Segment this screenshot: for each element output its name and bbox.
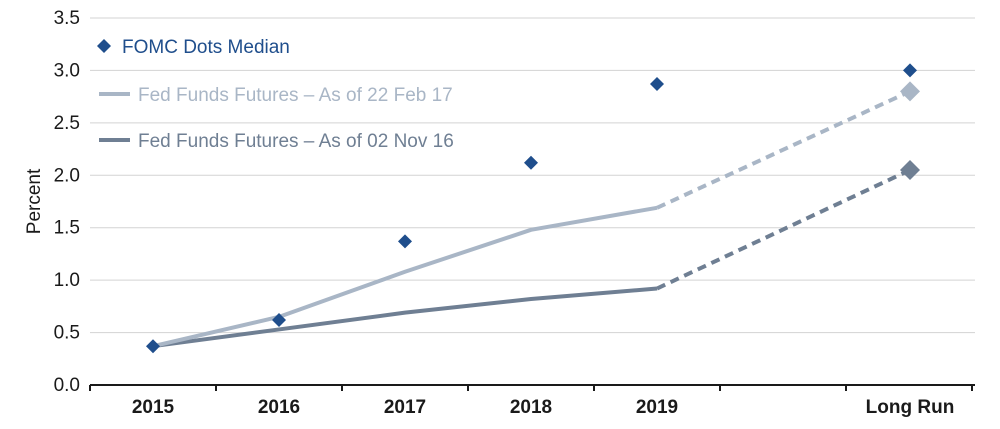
series-line-dashed [656,89,911,210]
series-line [152,205,658,349]
fomc-dot-marker [146,339,160,354]
legend-marker-diamond [97,39,111,53]
y-tick-label: 0.0 [54,375,80,396]
y-tick-label: 3.5 [54,8,80,29]
fomc-dot-marker [650,77,664,92]
y-tick-label: 0.5 [54,323,80,344]
y-tick-label: 1.5 [54,218,80,239]
fomc-dot-marker [272,312,286,327]
fomc-dot-marker [398,234,412,249]
legend-label: Fed Funds Futures – As of 22 Feb 17 [138,85,453,106]
x-tick-label: 2015 [132,397,175,418]
x-tick-label: 2018 [510,397,552,418]
series-line-dashed [656,168,911,291]
series-end-marker [900,160,920,181]
series-end-marker [900,81,920,102]
series-line [152,286,658,349]
axes: 0.0 0.5 1.0 1.5 2.0 2.5 3.0 3.5 2015 2016 2017 2018… [54,8,975,418]
legend-label: FOMC Dots Median [122,37,290,58]
gridlines [90,17,975,334]
x-tick-label: 2017 [384,397,426,418]
x-tick-label: 2019 [636,397,678,418]
x-tick-label: 2016 [258,397,300,418]
y-axis-title: Percent [24,168,45,234]
x-tick-label: Long Run [866,397,955,418]
y-tick-label: 3.0 [54,60,80,81]
legend: FOMC Dots Median Fed Funds Futures – As o… [97,37,454,152]
y-tick-label: 2.0 [54,165,80,186]
fomc-dot-marker [903,63,917,78]
legend-label: Fed Funds Futures – As of 02 Nov 16 [138,131,454,152]
y-tick-label: 2.5 [54,113,80,134]
fomc-dot-marker [524,155,538,170]
y-tick-label: 1.0 [54,270,80,291]
series [146,63,920,354]
